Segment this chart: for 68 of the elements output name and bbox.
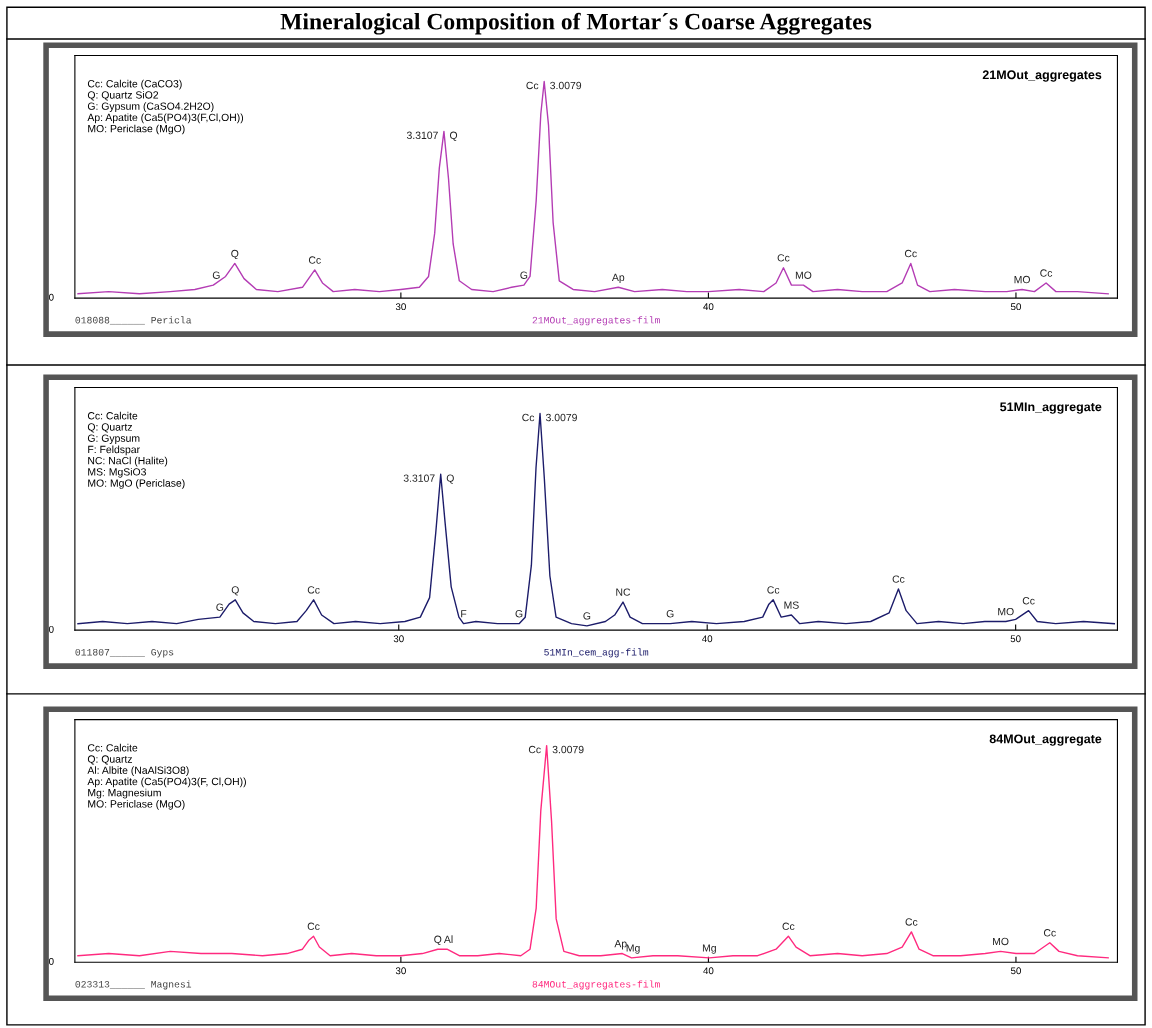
annotation: Cc xyxy=(767,586,780,594)
annotation: 3.3107 xyxy=(403,474,435,482)
chart-subtitle: 21MOut_aggregates xyxy=(982,70,1102,82)
x-tick-label: 50 xyxy=(1010,967,1021,975)
x-tick-label: 40 xyxy=(702,635,713,643)
annotation: Cc xyxy=(1040,269,1053,277)
annotation: Cc xyxy=(904,249,917,258)
annotation: Cc xyxy=(528,745,541,754)
annotation: 3.3107 xyxy=(406,131,438,139)
x-tick-label: 50 xyxy=(1010,303,1021,311)
x-tick-label: 30 xyxy=(395,967,406,975)
annotation: G xyxy=(520,271,528,279)
annotation: Q xyxy=(434,935,442,945)
annotation: MO xyxy=(1014,275,1030,284)
x-tick-label: 40 xyxy=(703,967,714,975)
x-tick-label: 30 xyxy=(395,303,406,311)
annotation: Cc: Calcite Q: Quartz Al: Albite (NaAlSi3O8) Ap: Apatite (Ca5(PO4)3(F, Cl,OH)) Mg: Magnesium MO: Periclase (MgO) xyxy=(87,743,246,810)
annotation: Q xyxy=(449,131,458,141)
annotation: Cc xyxy=(892,575,905,583)
annotation: 3.0079 xyxy=(545,413,577,422)
text: 023313______ Magnesi xyxy=(75,980,192,990)
text: 0 xyxy=(49,957,54,965)
annotation: G xyxy=(515,610,523,618)
annotation: G xyxy=(216,603,224,611)
chart-subtitle: 51MIn_aggregate xyxy=(1000,402,1102,414)
annotation: F xyxy=(461,610,467,618)
annotation: Cc xyxy=(526,81,539,90)
x-tick-label: 30 xyxy=(393,635,404,643)
text: 018088______ Pericla xyxy=(75,316,192,325)
annotation: MO xyxy=(998,607,1014,616)
annotation: 3.0079 xyxy=(552,745,584,754)
annotation: Ap xyxy=(614,940,627,950)
annotation: MO xyxy=(993,937,1009,946)
text: 011807______ Gyps xyxy=(75,648,174,658)
annotation: Cc xyxy=(782,922,795,930)
x-tick-label: 50 xyxy=(1010,635,1021,643)
annotation: Cc xyxy=(777,254,790,262)
chart-subtitle: 84MOut_aggregate xyxy=(989,734,1102,746)
annotation: Mg xyxy=(702,944,716,954)
text: 21MOut_aggregates-film xyxy=(532,316,660,326)
annotation: Cc xyxy=(905,918,918,926)
annotation: Ap xyxy=(611,273,625,284)
annotation: Cc xyxy=(1043,929,1056,937)
annotation: Cc xyxy=(307,922,320,930)
annotation: Q xyxy=(446,474,454,484)
annotation: G xyxy=(212,271,220,279)
annotation: Cc xyxy=(522,413,535,422)
text: 84MOut_aggregates-film xyxy=(532,980,660,990)
annotation: Al xyxy=(443,935,453,943)
annotation: Cc xyxy=(307,586,320,594)
annotation: Cc xyxy=(1022,597,1035,605)
annotation: G xyxy=(666,610,674,618)
annotation: Q xyxy=(231,249,239,260)
x-tick-label: 40 xyxy=(703,303,714,311)
annotation: Mg xyxy=(626,944,640,954)
text: 0 xyxy=(49,625,54,633)
text: 0 xyxy=(49,293,54,301)
annotation: MO xyxy=(795,271,812,279)
annotation: 3.0079 xyxy=(550,81,582,90)
annotation: Cc: Calcite (CaCO3) Q: Quartz SiO2 G: Gypsum (CaSO4.2H2O) Ap: Apatite (Ca5(PO4)3(F,Cl,OH)) MO: Periclase (MgO) xyxy=(87,79,244,135)
annotation: NC xyxy=(616,588,631,596)
annotation: Cc: Calcite Q: Quartz G: Gypsum F: Feldspar NC: NaCl (Halite) MS: MgSiO3 MO: MgO (Periclase) xyxy=(87,411,185,489)
annotation: G xyxy=(583,612,591,620)
text: 51MIn_cem_agg-film xyxy=(544,648,649,658)
annotation: Q xyxy=(231,586,239,596)
chart-title: Mineralogical Composition of Mortar´s Coarse Aggregates xyxy=(280,12,872,35)
annotation: Cc xyxy=(308,256,321,264)
annotation: MS xyxy=(784,601,799,609)
